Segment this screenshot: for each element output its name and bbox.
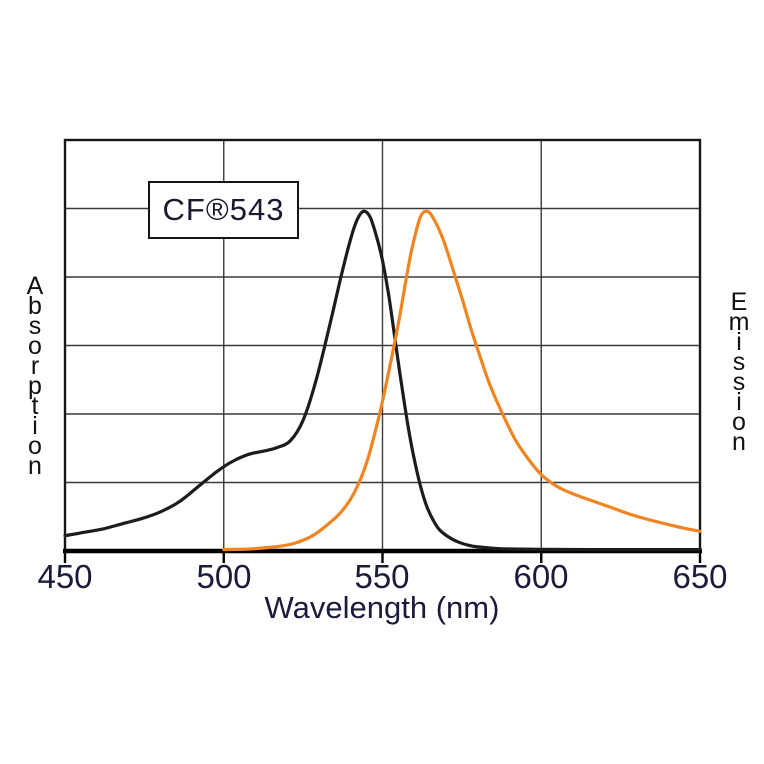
dye-label-box: CF®543 [148, 181, 299, 239]
x-tick-label: 450 [37, 558, 93, 595]
emission-curve [222, 209, 702, 552]
x-tick-label: 600 [513, 558, 569, 595]
x-axis-title: Wavelength (nm) [264, 590, 500, 625]
absorption-curve [63, 209, 702, 552]
dye-label: CF®543 [162, 192, 285, 227]
left-axis-title: Absorption [21, 272, 49, 472]
x-tick-label: 550 [354, 558, 410, 595]
right-axis-title: Emission [725, 288, 753, 448]
x-tick-label: 500 [196, 558, 252, 595]
x-tick-label: 650 [672, 558, 728, 595]
